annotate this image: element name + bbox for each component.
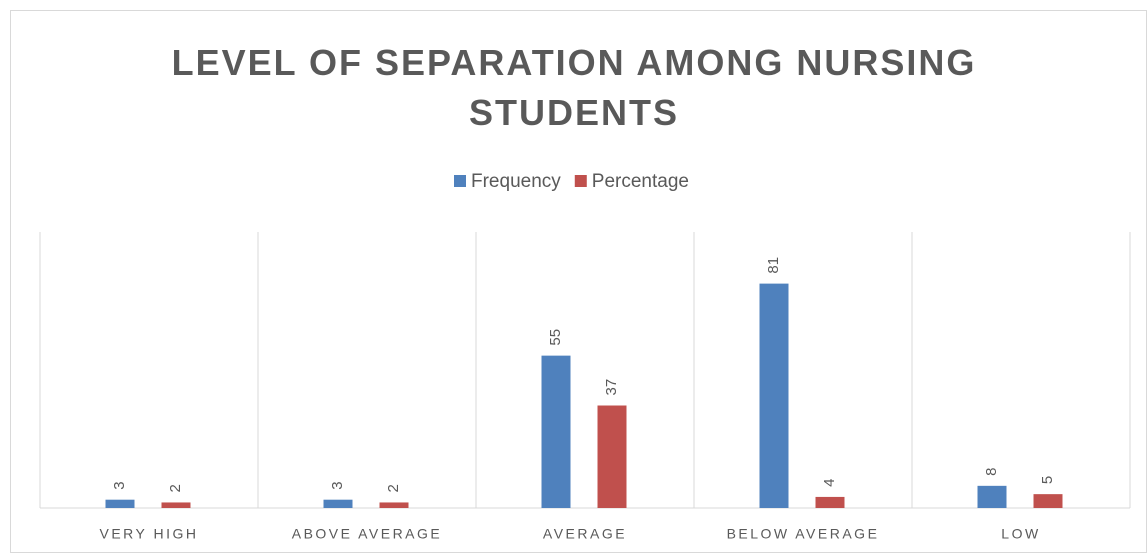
bar (161, 502, 191, 508)
x-tick-label: VERY HIGH (99, 526, 198, 542)
data-label: 2 (385, 484, 402, 492)
x-tick-label: ABOVE AVERAGE (292, 526, 443, 542)
data-label: 3 (111, 481, 128, 489)
bar (541, 355, 571, 508)
x-tick-label: BELOW AVERAGE (727, 526, 880, 542)
data-label: 3 (329, 481, 346, 489)
bar (597, 405, 627, 508)
legend-label: Percentage (592, 171, 689, 192)
bar (1033, 494, 1063, 508)
data-label: 4 (821, 479, 838, 487)
bar (323, 499, 353, 508)
data-label: 81 (765, 257, 782, 274)
x-tick-label: AVERAGE (543, 526, 627, 542)
data-label: 55 (547, 329, 564, 346)
bar (379, 502, 409, 508)
legend-label: Frequency (471, 171, 561, 192)
chart-border (10, 10, 1147, 553)
data-label: 8 (983, 467, 1000, 475)
data-label: 5 (1039, 476, 1056, 484)
x-tick-label: LOW (1001, 526, 1040, 542)
data-label: 37 (603, 379, 620, 396)
legend-swatch (454, 175, 466, 187)
chart-title: LEVEL OF SEPARATION AMONG NURSING STUDEN… (171, 42, 977, 133)
bar (759, 283, 789, 508)
bar (105, 499, 135, 508)
data-label: 2 (167, 484, 184, 492)
legend-swatch (574, 175, 587, 187)
bar (977, 485, 1007, 508)
bar (815, 496, 845, 508)
